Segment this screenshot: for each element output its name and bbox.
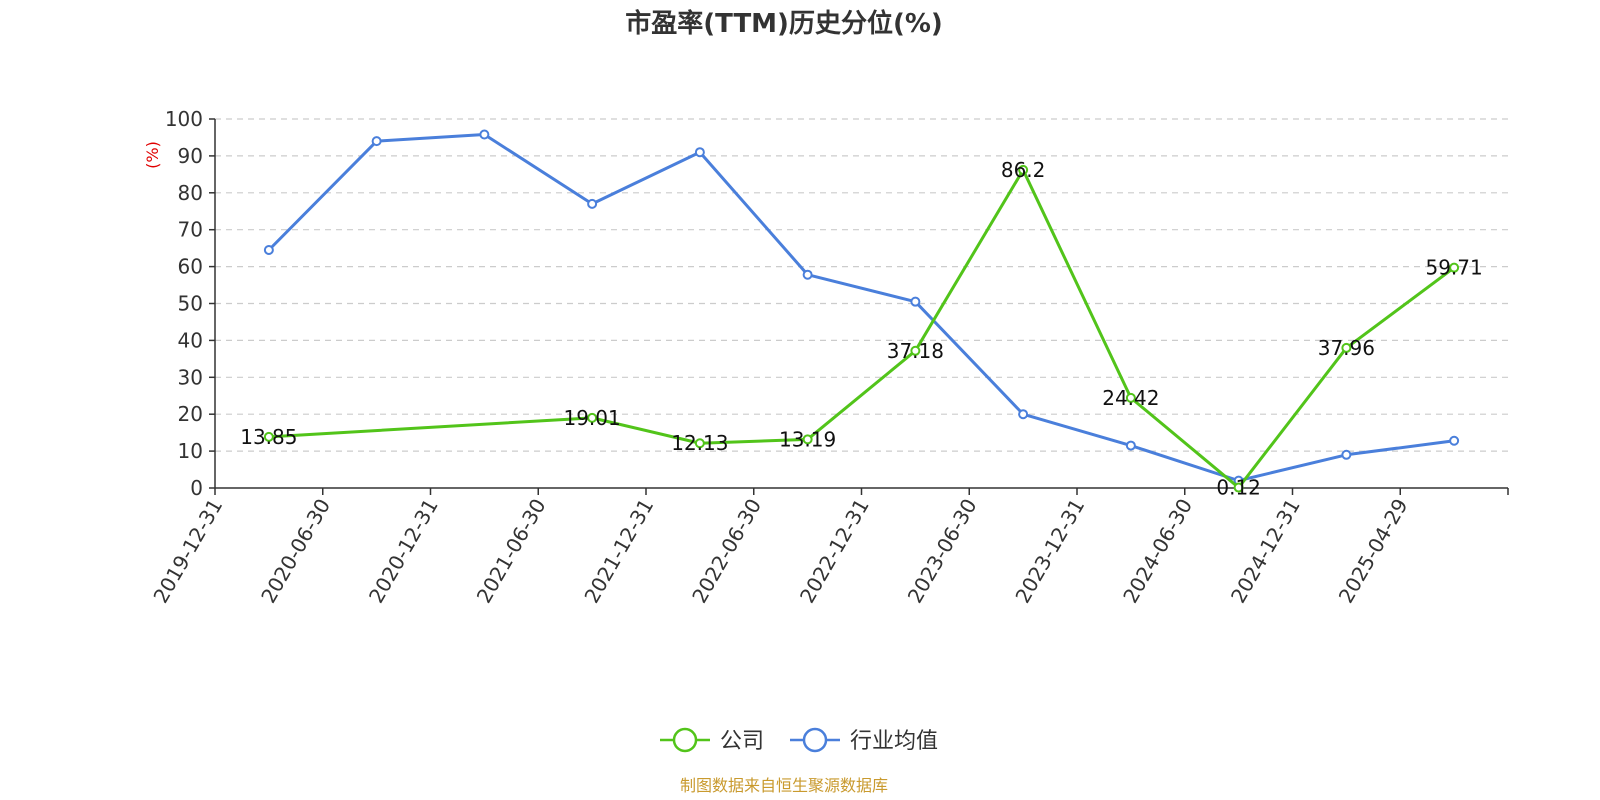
y-tick-label: 10	[178, 439, 203, 463]
legend-item-0[interactable]: 公司	[660, 727, 764, 754]
legend-label: 公司	[720, 729, 764, 754]
y-tick-label: 100	[165, 107, 203, 131]
data-point	[802, 434, 813, 445]
x-tick-label: 2019-12-31	[148, 495, 227, 608]
legend-marker-icon	[672, 727, 698, 753]
x-tick-label: 2022-06-30	[687, 495, 766, 608]
x-tick-label: 2022-12-31	[795, 495, 874, 608]
data-point	[1449, 262, 1460, 273]
data-point	[910, 296, 921, 307]
data-label: 13.85	[240, 425, 297, 449]
data-point	[1233, 482, 1244, 493]
y-tick-label: 70	[178, 218, 203, 242]
data-point	[1125, 440, 1136, 451]
series-lines	[263, 129, 1460, 493]
data-label: 19.01	[563, 406, 620, 430]
y-tick-label: 50	[178, 292, 203, 316]
axes: 0 10 20 30 40 50 60 70 80 90 100 2019-12-31 2020-06-…	[148, 107, 1509, 608]
series-line-1	[267, 132, 1455, 483]
data-label: 0.12	[1216, 476, 1261, 500]
data-point	[587, 198, 598, 209]
data-point	[587, 412, 598, 423]
legend-label: 行业均值	[850, 729, 938, 754]
y-tick-label: 80	[178, 181, 203, 205]
data-point	[1018, 409, 1029, 420]
x-tick-label: 2020-12-31	[364, 495, 443, 608]
x-tick-label: 2021-12-31	[579, 495, 658, 608]
legend-item-1[interactable]: 行业均值	[790, 727, 938, 754]
legend-marker-icon	[802, 727, 828, 753]
data-point	[802, 269, 813, 280]
data-point	[1341, 342, 1352, 353]
x-tick-label: 2021-06-30	[472, 495, 551, 608]
y-tick-label: 30	[178, 365, 203, 389]
data-point	[263, 244, 274, 255]
data-point	[263, 431, 274, 442]
data-point	[910, 345, 921, 356]
x-tick-label: 2023-06-30	[903, 495, 982, 608]
data-label: 37.96	[1318, 336, 1375, 360]
grid-lines	[215, 118, 1508, 452]
data-point	[1125, 392, 1136, 403]
x-tick-label: 2024-06-30	[1118, 495, 1197, 608]
data-point	[479, 129, 490, 140]
y-tick-label: 20	[178, 402, 203, 426]
data-label: 86.2	[1001, 158, 1046, 182]
y-tick-label: 40	[178, 328, 203, 352]
data-label: 59.71	[1425, 256, 1482, 280]
data-label: 37.18	[887, 339, 944, 363]
data-point	[694, 147, 705, 158]
data-point	[1449, 435, 1460, 446]
data-label: 13.19	[779, 427, 836, 451]
legend[interactable]: 公司 行业均值	[660, 727, 938, 754]
y-axis-unit: (%)	[143, 141, 162, 169]
data-point	[1018, 164, 1029, 175]
y-tick-label: 0	[190, 476, 203, 500]
y-tick-label: 60	[178, 255, 203, 279]
x-tick-label: 2023-12-31	[1010, 495, 1089, 608]
x-tick-label: 2020-06-30	[256, 495, 335, 608]
data-point	[694, 438, 705, 449]
y-tick-label: 90	[178, 144, 203, 168]
series-line-0	[268, 168, 1456, 490]
data-point	[1341, 449, 1352, 460]
data-point	[371, 136, 382, 147]
x-tick-label: 2025-04-29	[1334, 495, 1413, 608]
data-label: 12.13	[671, 431, 728, 455]
data-label: 24.42	[1102, 386, 1159, 410]
source-note: 制图数据来自恒生聚源数据库	[680, 776, 888, 795]
chart-title: 市盈率(TTM)历史分位(%)	[625, 8, 943, 39]
data-labels: 13.85 19.01 12.13 13.19 37.18 86.2 24.42 0.12 37…	[240, 158, 1483, 500]
x-tick-label: 2024-12-31	[1226, 495, 1305, 608]
